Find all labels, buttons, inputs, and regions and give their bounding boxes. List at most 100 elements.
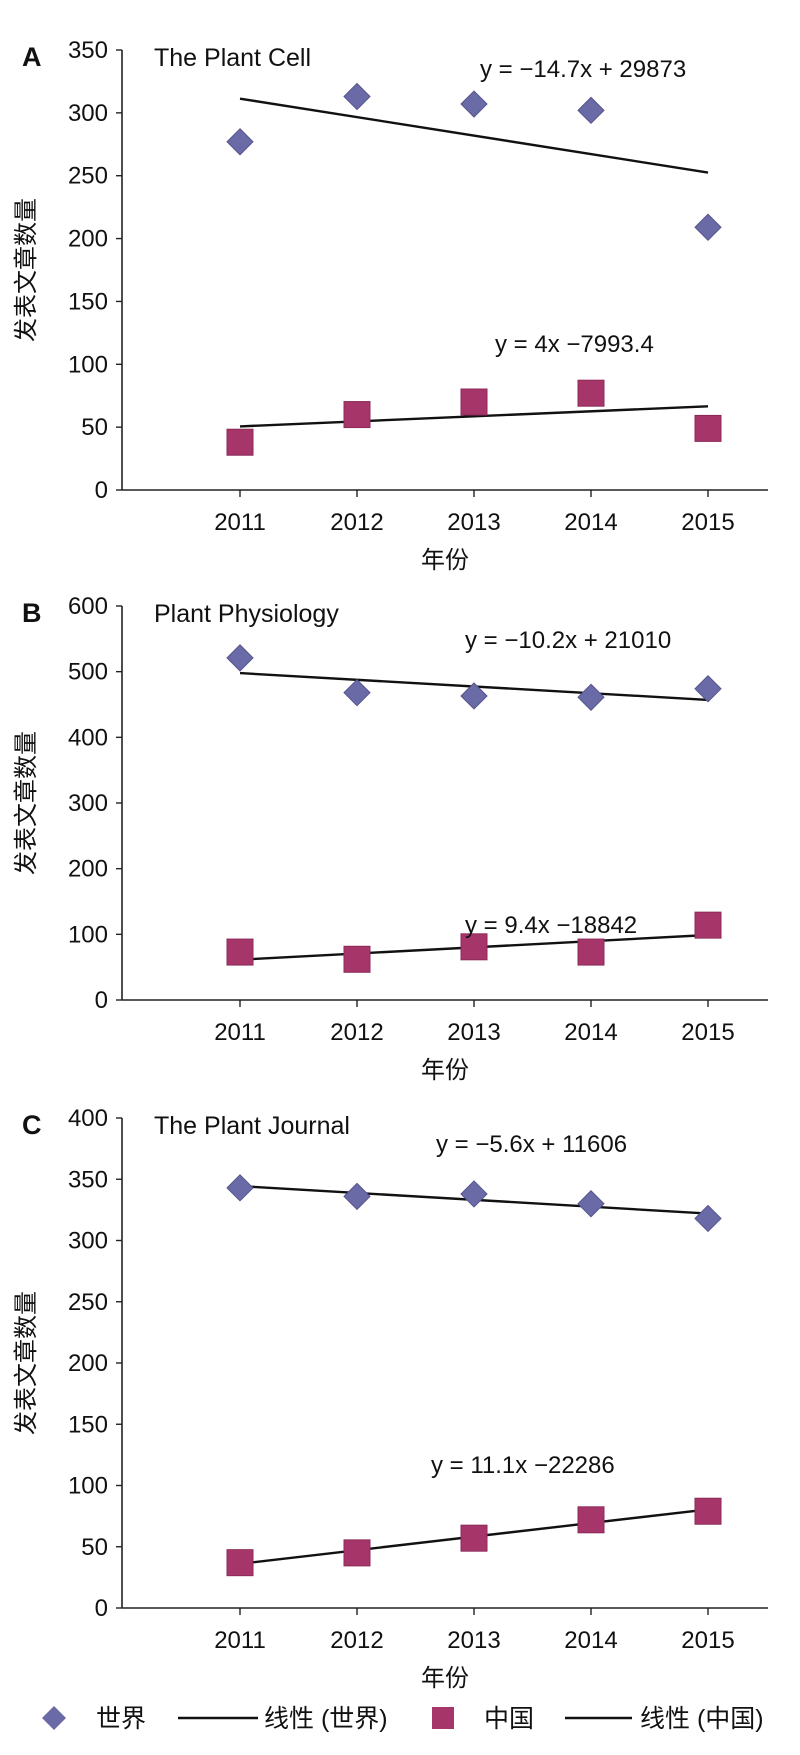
y-tick-label: 400 bbox=[68, 1105, 108, 1132]
point-china bbox=[343, 401, 371, 429]
panel-letter: A bbox=[22, 42, 42, 72]
point-world bbox=[226, 644, 254, 672]
point-world bbox=[694, 675, 722, 703]
trendline-world bbox=[239, 97, 709, 174]
y-axis-label: 发表文章数量 bbox=[13, 731, 40, 875]
point-china bbox=[694, 911, 722, 939]
panel-title: The Plant Cell bbox=[154, 44, 311, 72]
point-world bbox=[226, 1174, 254, 1202]
y-tick-label: 100 bbox=[68, 351, 108, 378]
y-tick-label: 0 bbox=[95, 987, 108, 1014]
x-axis-label: 年份 bbox=[421, 1665, 469, 1692]
y-tick-label: 300 bbox=[68, 790, 108, 817]
panel-letter: B bbox=[22, 598, 42, 628]
point-world bbox=[577, 96, 605, 125]
point-china bbox=[460, 388, 488, 416]
point-china bbox=[460, 933, 488, 961]
point-china bbox=[343, 1539, 371, 1567]
x-tick-label: 2014 bbox=[564, 1019, 617, 1046]
x-tick-label: 2015 bbox=[681, 1627, 734, 1654]
chart-panels: 0 50 100 150 200 250 300 350 2011 2012 2013 2014 201… bbox=[13, 37, 768, 1692]
x-tick-label: 2014 bbox=[564, 1627, 617, 1654]
legend-label: 中国 bbox=[484, 1705, 534, 1733]
x-tick-label: 2015 bbox=[681, 509, 734, 536]
point-world bbox=[343, 82, 371, 111]
trend-equation-world: y = −14.7x + 29873 bbox=[480, 56, 686, 83]
point-china bbox=[577, 1506, 605, 1534]
trendline-china bbox=[239, 405, 709, 428]
y-tick-label: 350 bbox=[68, 37, 108, 64]
x-axis-label: 年份 bbox=[421, 547, 469, 574]
y-tick-label: 200 bbox=[68, 226, 108, 253]
point-china bbox=[460, 1524, 488, 1552]
point-china bbox=[226, 428, 254, 456]
legend-label: 线性 (世界) bbox=[264, 1705, 388, 1733]
point-world bbox=[577, 1190, 605, 1218]
y-tick-label: 100 bbox=[68, 921, 108, 948]
point-world bbox=[694, 1204, 722, 1233]
y-tick-label: 0 bbox=[95, 477, 108, 504]
x-tick-label: 2015 bbox=[681, 1019, 734, 1046]
x-tick-label: 2011 bbox=[214, 1019, 266, 1046]
panel-title: The Plant Journal bbox=[154, 1112, 350, 1140]
legend-label: 世界 bbox=[96, 1705, 146, 1733]
point-world bbox=[577, 683, 605, 711]
point-world bbox=[343, 678, 371, 707]
panel-b: 0 100 200 300 400 500 600 2011 2012 2013 2014 2015 年… bbox=[13, 593, 768, 1084]
y-axis-label: 发表文章数量 bbox=[13, 1291, 40, 1435]
x-tick-label: 2012 bbox=[330, 1019, 383, 1046]
y-tick-label: 0 bbox=[95, 1595, 108, 1622]
y-tick-label: 300 bbox=[68, 1228, 108, 1255]
point-china bbox=[226, 1549, 254, 1577]
y-tick-label: 500 bbox=[68, 659, 108, 686]
legend-diamond-marker bbox=[42, 1706, 66, 1730]
legend-item-0: 世界 bbox=[42, 1705, 146, 1733]
y-tick-label: 150 bbox=[68, 288, 108, 315]
x-tick-label: 2013 bbox=[447, 1627, 500, 1654]
point-china bbox=[226, 938, 254, 966]
panel-letter: C bbox=[22, 1110, 42, 1140]
point-world bbox=[460, 1180, 488, 1208]
x-tick-label: 2014 bbox=[564, 509, 617, 536]
point-world bbox=[226, 128, 254, 156]
x-tick-label: 2013 bbox=[447, 509, 500, 536]
legend: 世界 线性 (世界) 中国 线性 (中国) bbox=[42, 1705, 764, 1733]
y-axis-label: 发表文章数量 bbox=[13, 198, 40, 342]
point-world bbox=[694, 213, 722, 241]
legend-item-1: 线性 (世界) bbox=[178, 1705, 388, 1733]
trend-equation-china: y = 9.4x −18842 bbox=[465, 912, 637, 939]
x-axis-label: 年份 bbox=[421, 1057, 469, 1084]
y-tick-label: 350 bbox=[68, 1166, 108, 1193]
trend-equation-world: y = −5.6x + 11606 bbox=[436, 1131, 627, 1158]
y-tick-label: 300 bbox=[68, 100, 108, 127]
x-tick-label: 2011 bbox=[214, 1627, 266, 1654]
point-china bbox=[343, 945, 371, 973]
y-tick-label: 100 bbox=[68, 1473, 108, 1500]
y-tick-label: 200 bbox=[68, 1350, 108, 1377]
legend-item-3: 线性 (中国) bbox=[565, 1705, 764, 1733]
x-tick-label: 2013 bbox=[447, 1019, 500, 1046]
y-tick-label: 600 bbox=[68, 593, 108, 620]
x-tick-label: 2011 bbox=[214, 509, 266, 536]
point-china bbox=[577, 379, 605, 407]
legend-square-marker bbox=[432, 1707, 454, 1729]
point-china bbox=[694, 1497, 722, 1525]
point-china bbox=[577, 938, 605, 966]
y-tick-label: 200 bbox=[68, 856, 108, 883]
point-world bbox=[343, 1182, 371, 1211]
y-tick-label: 50 bbox=[81, 1534, 108, 1561]
point-world bbox=[460, 90, 488, 118]
point-world bbox=[460, 682, 488, 710]
point-china bbox=[694, 414, 722, 442]
y-tick-label: 250 bbox=[68, 163, 108, 190]
y-tick-label: 400 bbox=[68, 724, 108, 751]
y-tick-label: 250 bbox=[68, 1289, 108, 1316]
y-tick-label: 150 bbox=[68, 1411, 108, 1438]
trend-equation-world: y = −10.2x + 21010 bbox=[465, 627, 671, 654]
trend-equation-china: y = 11.1x −22286 bbox=[431, 1452, 615, 1479]
legend-label: 线性 (中国) bbox=[640, 1705, 764, 1733]
legend-item-2: 中国 bbox=[432, 1705, 534, 1733]
x-tick-label: 2012 bbox=[330, 509, 383, 536]
panel-a: 0 50 100 150 200 250 300 350 2011 2012 2013 2014 201… bbox=[13, 37, 768, 574]
